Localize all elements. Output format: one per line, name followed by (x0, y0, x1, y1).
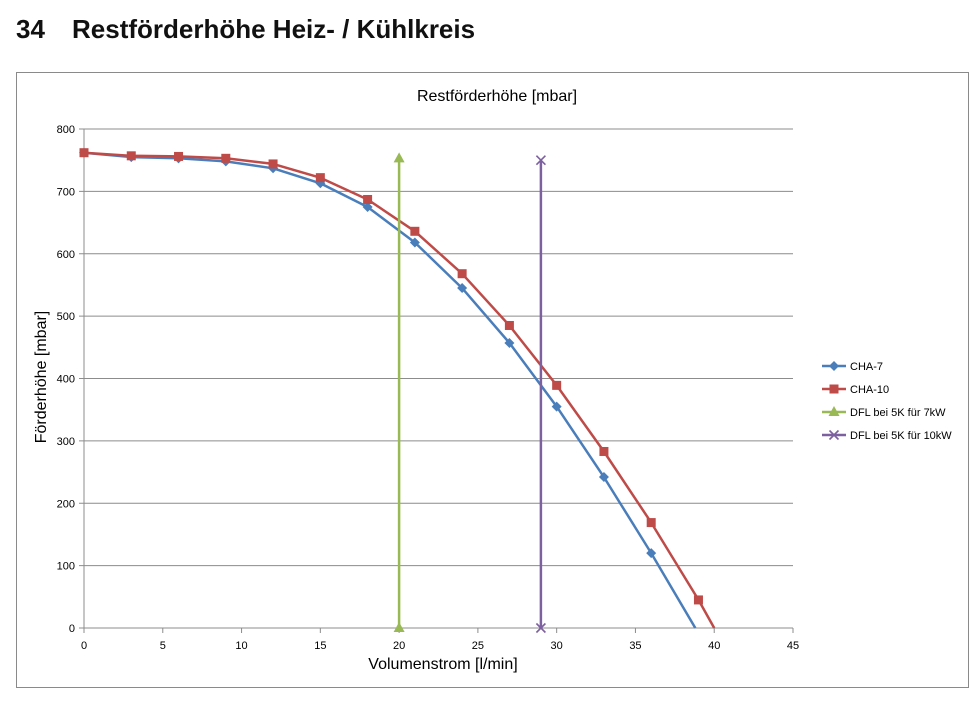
data-point-marker (504, 337, 515, 348)
data-point-marker (315, 173, 325, 183)
section-number: 34 (16, 14, 45, 44)
x-tick-label: 45 (787, 640, 799, 652)
y-tick-label: 0 (69, 623, 75, 635)
data-point-marker (693, 595, 703, 605)
legend-label: CHA-10 (850, 384, 889, 396)
data-point-marker (646, 548, 657, 559)
data-point-marker (410, 226, 420, 236)
axes (79, 128, 794, 633)
section-heading: 34 Restförderhöhe Heiz- / Kühlkreis (16, 14, 475, 45)
y-tick-label: 600 (57, 249, 75, 261)
legend-entry: CHA-10 (822, 384, 889, 396)
x-tick-label: 0 (81, 640, 87, 652)
x-tick-label: 25 (472, 640, 484, 652)
legend-entry: DFL bei 5K für 7kW (822, 406, 946, 419)
data-point-marker (362, 201, 373, 212)
y-tick-label: 500 (57, 311, 75, 323)
chart-title: Restförderhöhe [mbar] (417, 88, 577, 105)
legend-marker (829, 384, 839, 394)
x-tick-label: 40 (708, 640, 720, 652)
legend-marker (829, 361, 839, 371)
series-layer (79, 147, 716, 634)
y-tick-label: 800 (57, 124, 75, 136)
data-point-marker (598, 472, 609, 483)
legend-entry: CHA-7 (822, 361, 883, 373)
series-3 (393, 152, 405, 632)
y-tick-label: 200 (57, 498, 75, 510)
data-point-marker (599, 446, 609, 456)
x-tick-label: 20 (393, 640, 405, 652)
data-point-marker (504, 320, 514, 330)
data-point-marker (126, 151, 136, 161)
legend-entry: DFL bei 5K für 10kW (822, 429, 952, 442)
legend-label: DFL bei 5K für 7kW (850, 407, 946, 419)
section-title: Restförderhöhe Heiz- / Kühlkreis (72, 14, 476, 44)
data-point-marker (221, 153, 231, 163)
legend: CHA-7 CHA-10 DFL bei 5K für 7kW DFL bei 5K … (822, 361, 952, 442)
legend-marker (828, 429, 840, 441)
x-tick-label: 30 (551, 640, 563, 652)
data-point-marker (393, 152, 405, 163)
y-tick-label: 400 (57, 374, 75, 386)
legend-label: DFL bei 5K für 10kW (850, 430, 952, 442)
x-tick-label: 35 (629, 640, 641, 652)
legend-marker (828, 406, 840, 416)
y-tick-label: 100 (57, 561, 75, 573)
data-point-marker (646, 518, 656, 528)
data-point-marker (535, 622, 546, 634)
x-tick-label: 15 (314, 640, 326, 652)
x-axis-label: Volumenstrom [l/min] (368, 656, 517, 673)
data-point-marker (551, 401, 562, 412)
data-point-marker (393, 622, 405, 632)
y-tick-label: 700 (57, 186, 75, 198)
data-point-marker (409, 237, 420, 248)
data-point-marker (79, 148, 89, 158)
series-line (83, 151, 697, 629)
data-point-marker (552, 380, 562, 390)
data-point-marker (268, 159, 278, 169)
data-point-marker (535, 155, 546, 166)
legend-label: CHA-7 (850, 361, 883, 373)
series-4 (535, 155, 546, 634)
y-tick-label: 300 (57, 436, 75, 448)
gridlines (84, 128, 793, 567)
tick-labels: 0 100 200 300 400 500 600 700 800 0 5 10 15 20 25 30 35 4… (57, 124, 799, 652)
series-2 (79, 148, 716, 629)
chart-frame (16, 72, 969, 688)
data-point-marker (174, 151, 184, 161)
series-1 (79, 147, 697, 629)
data-point-marker (457, 283, 468, 294)
x-tick-label: 5 (160, 640, 166, 652)
data-point-marker (363, 194, 373, 204)
x-tick-label: 10 (235, 640, 247, 652)
data-point-marker (457, 269, 467, 279)
y-axis-label: Förderhöhe [mbar] (33, 311, 50, 444)
